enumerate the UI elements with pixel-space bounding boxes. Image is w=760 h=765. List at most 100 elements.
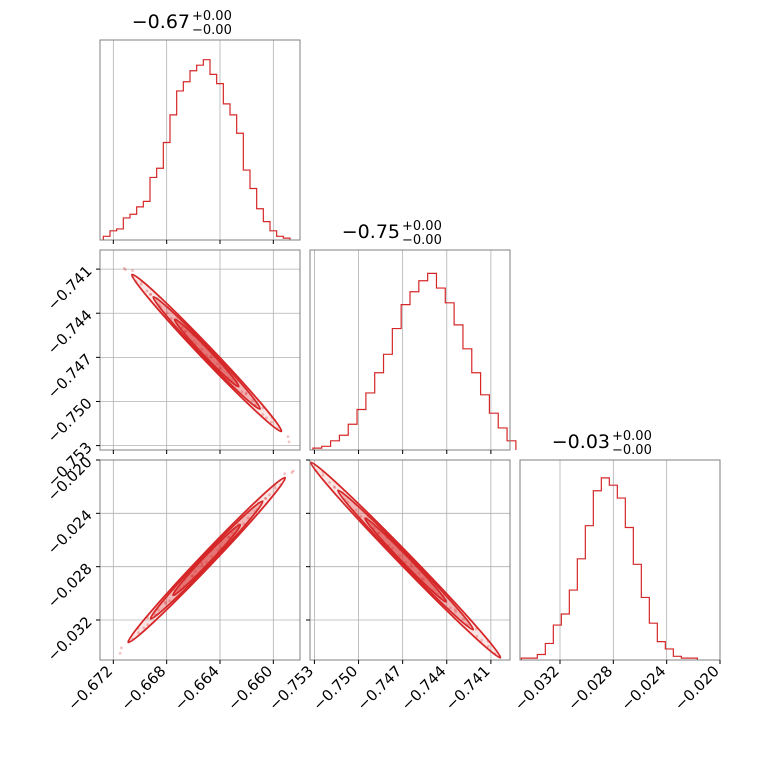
contour-level — [364, 517, 448, 603]
x-tick-label: −0.750 — [309, 662, 361, 714]
sample-point — [448, 606, 452, 610]
sample-point — [165, 311, 169, 315]
panel-frame — [519, 459, 721, 661]
sample-point — [137, 631, 140, 635]
x-tick-label: −0.668 — [118, 662, 170, 714]
sample-point — [216, 548, 220, 552]
sample-point — [209, 356, 213, 359]
sample-point — [227, 535, 231, 539]
contour-level — [309, 461, 502, 659]
contour-level — [149, 500, 264, 620]
sample-point — [184, 329, 187, 333]
sample-point — [205, 560, 209, 564]
sample-point — [264, 497, 267, 500]
sample-point — [398, 554, 402, 557]
contour-panel-1-2: −0.753−0.750−0.747−0.744−0.741 — [265, 459, 511, 714]
contour-level — [336, 489, 475, 631]
histogram-step — [520, 477, 698, 660]
sample-point — [454, 610, 458, 614]
sample-point — [453, 608, 457, 612]
sample-point — [149, 293, 152, 296]
x-tick-label: −0.744 — [398, 662, 450, 714]
sample-point — [264, 497, 267, 501]
sample-point — [180, 325, 184, 329]
sample-point — [409, 562, 413, 566]
sample-point — [359, 515, 363, 518]
sample-point — [291, 469, 295, 473]
sample-point — [376, 531, 380, 535]
sample-point — [145, 289, 149, 293]
sample-point — [332, 485, 336, 489]
sample-point — [242, 522, 246, 526]
param-title-lower: −0.00 — [192, 23, 232, 38]
sample-point — [286, 435, 290, 438]
sample-point — [122, 266, 126, 270]
param-title: −0.75 — [342, 221, 400, 243]
sample-point — [244, 392, 248, 396]
sample-point — [205, 353, 209, 357]
contour-level — [173, 318, 240, 388]
param-title-lower: −0.00 — [612, 443, 652, 458]
param-title-upper: +0.00 — [612, 429, 652, 444]
sample-point — [328, 481, 331, 484]
x-tick-label: −0.664 — [171, 662, 223, 714]
sample-point — [200, 563, 204, 567]
sample-point — [200, 347, 204, 351]
sample-point — [480, 638, 483, 642]
histogram-step — [312, 272, 517, 450]
sample-point — [486, 644, 490, 648]
x-tick-label: −0.753 — [265, 662, 317, 714]
sample-point — [118, 651, 122, 655]
param-title-upper: +0.00 — [402, 219, 442, 234]
panel-frame — [99, 39, 301, 241]
histogram-panel-0: −0.67 +0.00−0.00 — [99, 9, 301, 244]
sample-point — [231, 531, 234, 535]
sample-point — [246, 516, 250, 520]
sample-point — [123, 268, 127, 272]
sample-point — [164, 601, 167, 605]
sample-point — [210, 554, 214, 558]
y-tick-label: −0.741 — [44, 262, 96, 314]
sample-point — [475, 634, 479, 638]
sample-point — [163, 600, 167, 604]
y-tick-label: −0.032 — [44, 613, 96, 665]
panel-frame — [99, 459, 301, 661]
sample-point — [240, 390, 244, 394]
sample-point — [168, 599, 171, 603]
sample-point — [462, 617, 466, 621]
sample-point — [420, 577, 424, 580]
param-title: −0.03 — [552, 431, 610, 453]
y-tick-label: −0.750 — [44, 394, 96, 446]
sample-point — [216, 362, 219, 366]
param-title-upper: +0.00 — [192, 9, 232, 24]
panel-frame — [99, 249, 301, 451]
sample-point — [290, 471, 294, 474]
y-tick-label: −0.024 — [44, 506, 96, 558]
sample-point — [169, 316, 173, 320]
contour-level — [152, 295, 262, 410]
sample-point — [131, 269, 134, 273]
sample-point — [321, 473, 325, 477]
sample-point — [210, 354, 213, 358]
sample-point — [410, 564, 413, 568]
sample-point — [422, 578, 426, 581]
x-tick-label: −0.747 — [353, 662, 405, 714]
sample-point — [156, 608, 160, 611]
sample-point — [191, 574, 195, 578]
sample-point — [283, 472, 287, 476]
sample-point — [265, 416, 268, 420]
sample-point — [417, 571, 421, 575]
sample-point — [149, 292, 153, 296]
sample-point — [120, 646, 123, 650]
x-tick-label: −0.741 — [442, 662, 494, 714]
y-tick-label: −0.747 — [44, 350, 96, 402]
histogram-step — [102, 59, 291, 240]
sample-point — [268, 493, 271, 497]
x-tick-label: −0.660 — [224, 662, 276, 714]
sample-point — [244, 391, 248, 395]
sample-point — [377, 532, 381, 535]
x-tick-label: −0.028 — [564, 662, 616, 714]
sample-point — [194, 342, 198, 346]
